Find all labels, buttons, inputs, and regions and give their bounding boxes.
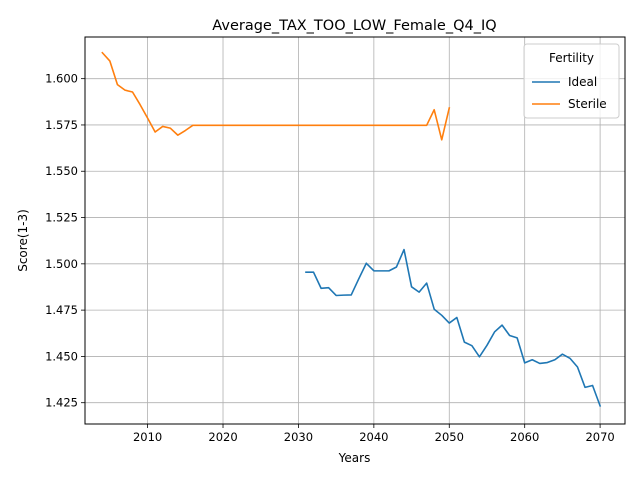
x-tick-label: 2010 bbox=[133, 430, 162, 444]
legend-label-sterile: Sterile bbox=[568, 97, 607, 111]
x-tick-label: 2070 bbox=[585, 430, 614, 444]
x-axis-label: Years bbox=[338, 451, 371, 465]
legend: Fertility Ideal Sterile bbox=[523, 43, 620, 119]
x-tick-label: 2060 bbox=[510, 430, 539, 444]
x-tick-label: 2020 bbox=[208, 430, 237, 444]
legend-title: Fertility bbox=[549, 51, 594, 65]
y-tick-label: 1.500 bbox=[45, 257, 78, 271]
y-tick-label: 1.450 bbox=[45, 349, 78, 363]
plot-series bbox=[101, 51, 602, 407]
y-tick-label: 1.550 bbox=[45, 164, 78, 178]
legend-label-ideal: Ideal bbox=[568, 75, 597, 89]
series-line-sterile bbox=[101, 51, 451, 141]
y-axis-ticks: 1.425 1.450 1.475 1.500 1.525 1.550 1.575 1.600 bbox=[45, 72, 85, 410]
series-line-ideal bbox=[305, 248, 602, 407]
y-tick-label: 1.600 bbox=[45, 72, 78, 86]
y-axis-label: Score(1-3) bbox=[16, 209, 30, 272]
y-tick-label: 1.525 bbox=[45, 211, 78, 225]
chart-title: Average_TAX_TOO_LOW_Female_Q4_IQ bbox=[212, 18, 496, 34]
y-tick-label: 1.475 bbox=[45, 303, 78, 317]
x-tick-label: 2030 bbox=[284, 430, 313, 444]
plot-frame bbox=[84, 36, 626, 425]
y-tick-label: 1.575 bbox=[45, 118, 78, 132]
y-tick-label: 1.425 bbox=[45, 396, 78, 410]
x-tick-label: 2050 bbox=[435, 430, 464, 444]
x-axis-ticks: 2010 2020 2030 2040 2050 2060 2070 bbox=[133, 424, 615, 444]
legend-box bbox=[523, 43, 620, 119]
x-tick-label: 2040 bbox=[359, 430, 388, 444]
